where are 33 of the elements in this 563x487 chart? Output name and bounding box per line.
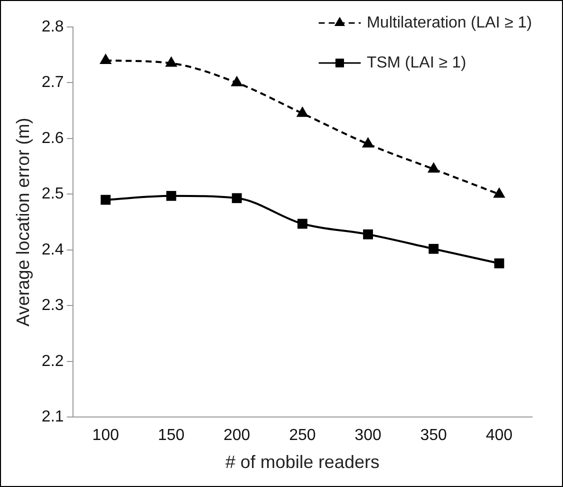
y-tick-label: 2.3 — [42, 297, 64, 314]
y-tick-label: 2.2 — [42, 352, 64, 370]
point — [100, 194, 111, 205]
point — [100, 53, 112, 64]
x-tick-label: 300 — [354, 427, 382, 444]
x-tick-label: 150 — [158, 427, 185, 444]
y-tick-label: 2.7 — [42, 74, 64, 92]
y-axis-title: Average location error (m) — [12, 118, 33, 326]
point — [165, 56, 178, 67]
y-tick-label: 2.4 — [42, 241, 64, 258]
point — [362, 137, 374, 148]
legend-label: TSM (LAI ≥ 1) — [366, 54, 466, 72]
x-tick-label: 400 — [486, 427, 513, 444]
x-tick-label: 350 — [420, 427, 448, 444]
point — [296, 106, 308, 117]
point — [363, 229, 373, 240]
x-tick-label: 250 — [289, 427, 316, 444]
point — [428, 244, 439, 254]
x-axis-title: # of mobile readers — [225, 452, 380, 472]
y-tick-label: 2.6 — [42, 130, 64, 147]
y-tick-label: 2.5 — [42, 186, 64, 203]
x-tick-label: 100 — [92, 427, 120, 444]
legend-label: Multilateration (LAI ≥ 1) — [366, 14, 532, 32]
point — [494, 258, 504, 268]
point — [428, 162, 440, 173]
x-tick-label: 200 — [223, 427, 250, 444]
point — [232, 193, 242, 204]
point — [166, 190, 176, 201]
point — [297, 218, 308, 229]
point — [493, 187, 506, 198]
y-tick-label: 2.8 — [42, 18, 64, 36]
y-tick-label: 2.1 — [42, 408, 64, 426]
point — [230, 76, 243, 86]
